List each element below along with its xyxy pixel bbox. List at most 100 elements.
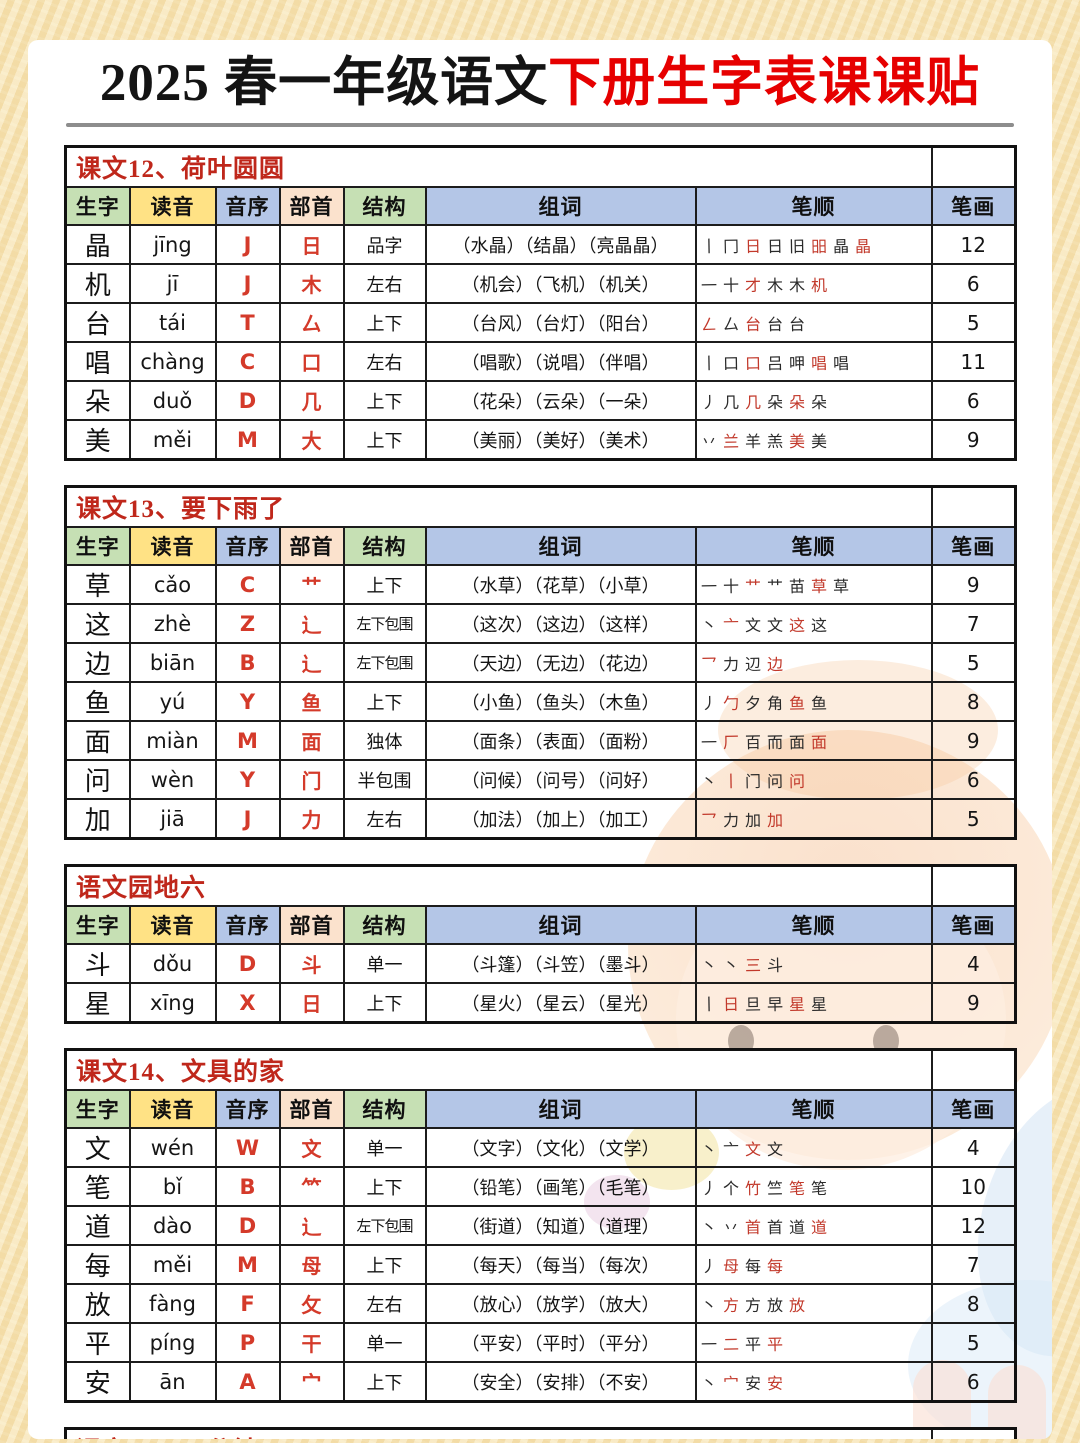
cell-pinyin: xīng bbox=[128, 982, 217, 1024]
cell-pinyin: cǎo bbox=[128, 564, 217, 606]
stroke-order-step: 丶 bbox=[700, 617, 717, 635]
cell-bihua: 8 bbox=[930, 681, 1017, 723]
column-header-5: 结构 bbox=[342, 1089, 427, 1130]
cell-zuci: （天边）（无边）（花边） bbox=[424, 642, 697, 684]
cell-yinxu: T bbox=[214, 302, 281, 344]
cell-yinxu: J bbox=[214, 263, 281, 305]
stroke-order-step: 苗 bbox=[788, 578, 805, 596]
table-row: 道 dào D 辶左下包围 （街道）（知道）（道理）丶丷首首道道 12 bbox=[64, 1205, 1017, 1247]
stroke-order-step: 笔 bbox=[788, 1180, 805, 1198]
section-title: 课文12、荷叶圆圆 bbox=[64, 145, 933, 189]
column-header-row: 生字 读音 音序 部首 结构 组词 笔顺 笔画 bbox=[64, 186, 1017, 227]
cell-bishun: 丿个竹竺笔笔 bbox=[694, 1166, 933, 1208]
cell-bihua: 8 bbox=[930, 1283, 1017, 1325]
table-row: 星 xīng X 日上下 （星火）（星云）（星光）丨日旦早星星 9 bbox=[64, 982, 1017, 1024]
cell-bushou: 木 bbox=[278, 263, 345, 305]
stroke-order-step: 夕 bbox=[744, 695, 761, 713]
cell-yinxu: Z bbox=[214, 603, 281, 645]
cell-hanzi: 机 bbox=[64, 263, 131, 305]
cell-jiegou: 上下 bbox=[342, 1244, 427, 1286]
stroke-order-step: 丶 bbox=[700, 957, 717, 975]
stroke-order-step: 丶 bbox=[700, 1219, 717, 1237]
column-header-7: 笔顺 bbox=[694, 526, 933, 567]
stroke-order-step: 丨 bbox=[700, 996, 717, 1014]
stroke-order-step: 问 bbox=[766, 773, 783, 791]
cell-pinyin: měi bbox=[128, 1244, 217, 1286]
stroke-order-step: 丿 bbox=[700, 394, 717, 412]
stroke-order-step: 丶 bbox=[722, 957, 739, 975]
cell-zuci: （铅笔）（画笔）（毛笔） bbox=[424, 1166, 697, 1208]
cell-bihua: 5 bbox=[930, 302, 1017, 344]
cell-bushou: 厶 bbox=[278, 302, 345, 344]
stroke-order-step: 鱼 bbox=[788, 695, 805, 713]
stroke-order-step: 十 bbox=[722, 578, 739, 596]
column-header-1: 生字 bbox=[64, 526, 131, 567]
cell-bushou: 文 bbox=[278, 1127, 345, 1169]
cell-jiegou: 上下 bbox=[342, 1361, 427, 1403]
cell-pinyin: dǒu bbox=[128, 943, 217, 985]
cell-hanzi: 台 bbox=[64, 302, 131, 344]
cell-bishun: 一十才木木机 bbox=[694, 263, 933, 305]
cell-yinxu: D bbox=[214, 943, 281, 985]
stroke-order-step: 艹 bbox=[766, 578, 783, 596]
cell-hanzi: 美 bbox=[64, 419, 131, 461]
stroke-order-step: 羊 bbox=[744, 433, 761, 451]
stroke-order-step: 早 bbox=[766, 996, 783, 1014]
stroke-order-step: 丿 bbox=[700, 695, 717, 713]
stroke-order-step: 朵 bbox=[810, 394, 827, 412]
stroke-order-step: 每 bbox=[744, 1258, 761, 1276]
section-title-row: 课文12、荷叶圆圆 bbox=[64, 145, 1017, 189]
cell-jiegou: 上下 bbox=[342, 380, 427, 422]
stroke-order-step: 木 bbox=[788, 277, 805, 295]
cell-hanzi: 星 bbox=[64, 982, 131, 1024]
cell-bishun: 乛力加加 bbox=[694, 798, 933, 840]
table-row: 鱼 yú Y 鱼上下 （小鱼）（鱼头）（木鱼）丿勹夕角鱼鱼 8 bbox=[64, 681, 1017, 723]
stroke-order-step: 丨 bbox=[722, 773, 739, 791]
stroke-order-step: 力 bbox=[722, 812, 739, 830]
table-row: 台 tái T 厶上下 （台风）（台灯）（阳台）ㄥ厶台台台 5 bbox=[64, 302, 1017, 344]
stroke-order-step: 问 bbox=[788, 773, 805, 791]
cell-bushou: ⺮ bbox=[278, 1166, 345, 1208]
cell-jiegou: 上下 bbox=[342, 302, 427, 344]
stroke-order-step: 十 bbox=[722, 277, 739, 295]
stroke-order-step: 面 bbox=[810, 734, 827, 752]
stroke-order-step: 三 bbox=[744, 957, 761, 975]
stroke-order-step: 草 bbox=[832, 578, 849, 596]
stroke-order-step: 首 bbox=[766, 1219, 783, 1237]
stroke-order-step: 文 bbox=[766, 1141, 783, 1159]
stroke-order-step: 百 bbox=[744, 734, 761, 752]
cell-bushou: 宀 bbox=[278, 1361, 345, 1403]
stroke-order-step: ㄥ bbox=[700, 316, 717, 334]
cell-bushou: 大 bbox=[278, 419, 345, 461]
stroke-order-step: 冂 bbox=[722, 238, 739, 256]
cell-yinxu: M bbox=[214, 419, 281, 461]
stroke-order-step: 竹 bbox=[744, 1180, 761, 1198]
cell-pinyin: tái bbox=[128, 302, 217, 344]
stroke-order-step: 竺 bbox=[766, 1180, 783, 1198]
column-header-3: 音序 bbox=[214, 1089, 281, 1130]
cell-pinyin: jī bbox=[128, 263, 217, 305]
stroke-order-step: 文 bbox=[744, 1141, 761, 1159]
stroke-order-step: 平 bbox=[766, 1336, 783, 1354]
stroke-order-step: 晶 bbox=[832, 238, 849, 256]
table-row: 晶 jīng J 日品字 （水晶）（结晶）（亮晶晶）丨冂日日旧昍晶晶 12 bbox=[64, 224, 1017, 266]
cell-bushou: 力 bbox=[278, 798, 345, 840]
stroke-order-step: 笔 bbox=[810, 1180, 827, 1198]
stroke-order-step: 这 bbox=[810, 617, 827, 635]
page-title-black: 2025 春一年级语文 bbox=[99, 54, 549, 112]
stroke-order-step: 方 bbox=[722, 1297, 739, 1315]
cell-jiegou: 半包围 bbox=[342, 759, 427, 801]
cell-jiegou: 单一 bbox=[342, 1127, 427, 1169]
cell-pinyin: bǐ bbox=[128, 1166, 217, 1208]
cell-jiegou: 单一 bbox=[342, 1322, 427, 1364]
vocab-table: 语文园地六 生字 读音 音序 部首 结构 组词 笔顺 笔画 斗 dǒu D 斗单一 （斗篷）（斗笠）（… bbox=[64, 864, 1018, 1025]
cell-bushou: 几 bbox=[278, 380, 345, 422]
cell-bihua: 5 bbox=[930, 642, 1017, 684]
stroke-order-step: 道 bbox=[810, 1219, 827, 1237]
cell-yinxu: B bbox=[214, 1166, 281, 1208]
column-header-7: 笔顺 bbox=[694, 1089, 933, 1130]
stroke-order-step: 二 bbox=[722, 1336, 739, 1354]
cell-zuci: （台风）（台灯）（阳台） bbox=[424, 302, 697, 344]
stroke-order-step: 亠 bbox=[722, 617, 739, 635]
